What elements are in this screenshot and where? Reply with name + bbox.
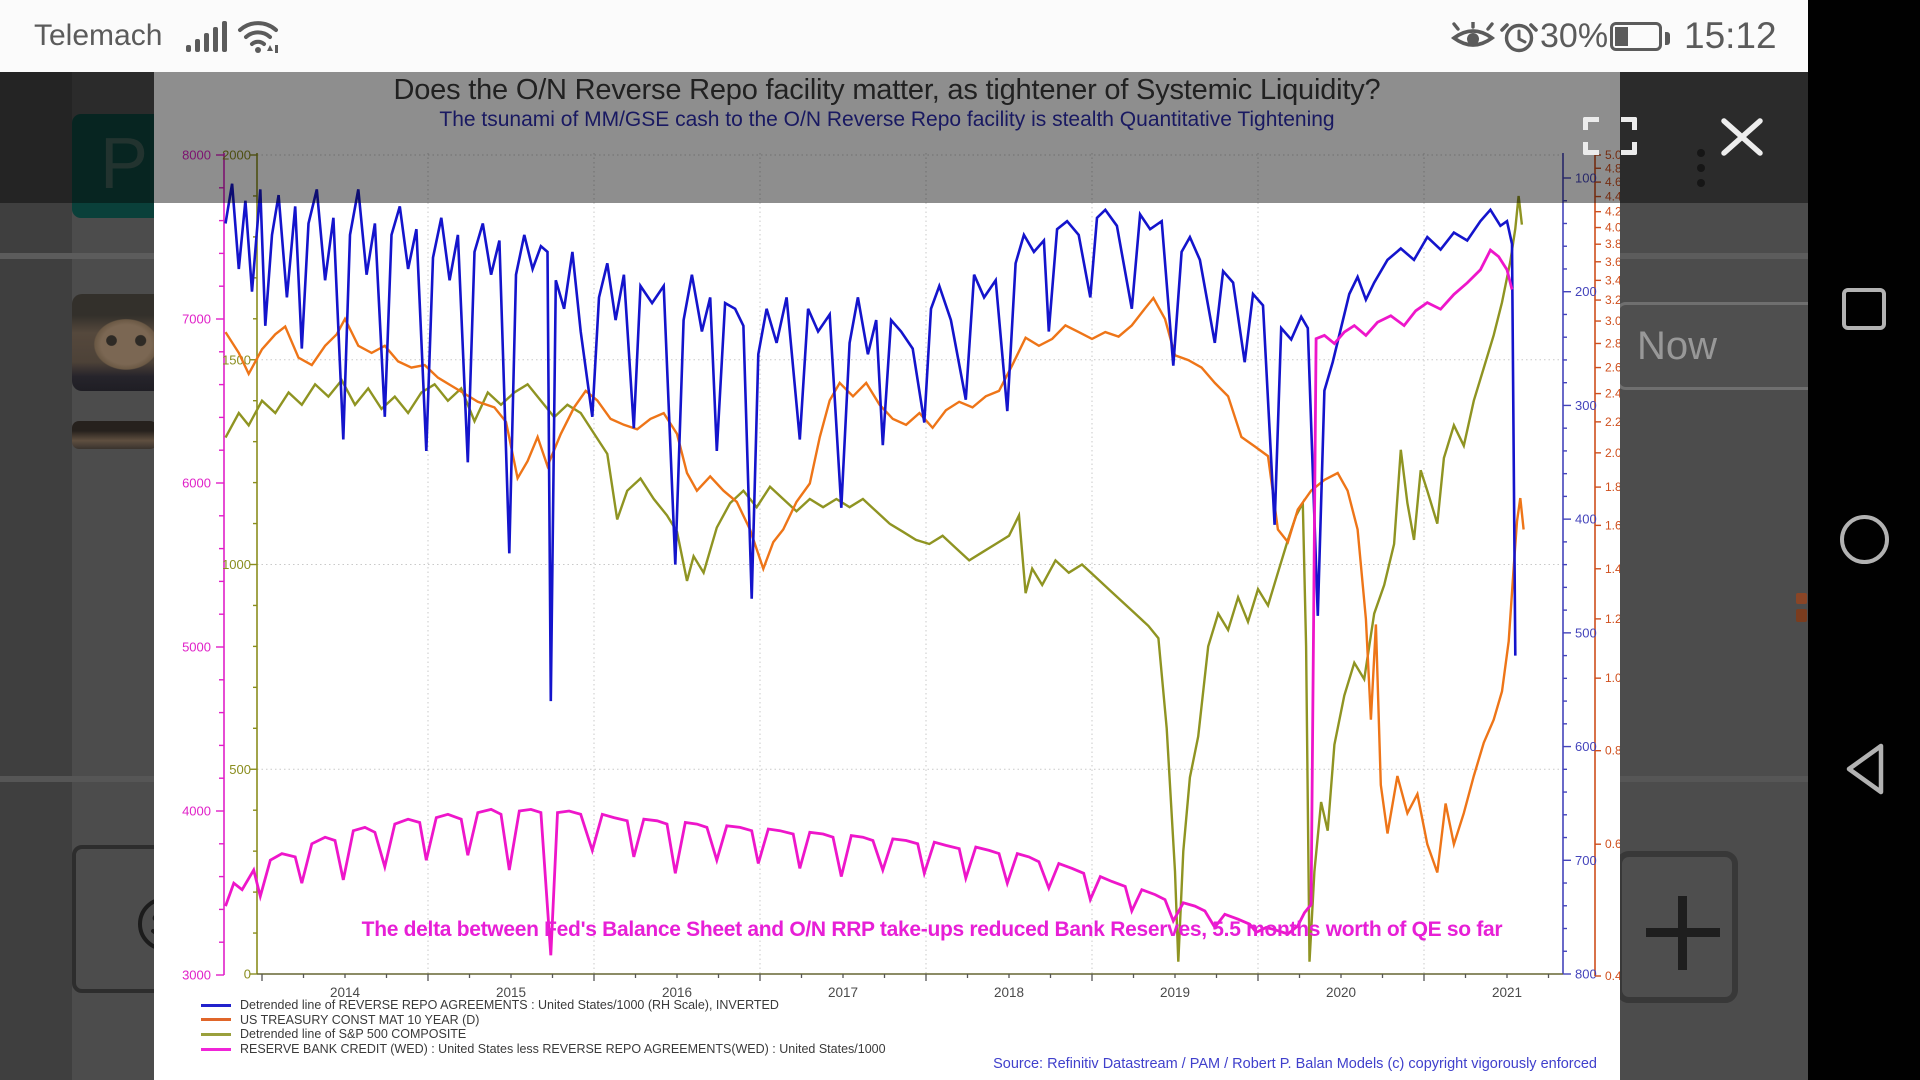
legend-row: RESERVE BANK CREDIT (WED) : United State…	[201, 1042, 886, 1057]
series-sp500-detrended	[224, 195, 1524, 962]
clock-label: 15:12	[1684, 15, 1777, 56]
chart-source: Source: Refinitiv Datastream / PAM / Rob…	[993, 1056, 1597, 1072]
svg-text:600: 600	[1575, 739, 1597, 754]
legend-row: Detrended line of REVERSE REPO AGREEMENT…	[201, 998, 886, 1013]
svg-text:3000: 3000	[182, 968, 211, 983]
legend-row: US TREASURY CONST MAT 10 YEAR (D)	[201, 1013, 886, 1028]
svg-text:2.8: 2.8	[1605, 336, 1620, 350]
app-edge-mark	[1796, 609, 1807, 622]
eye-comfort-icon	[1450, 22, 1496, 47]
svg-text:1.2: 1.2	[1605, 612, 1620, 626]
svg-text:800: 800	[1575, 967, 1597, 982]
svg-text:1000: 1000	[222, 557, 251, 572]
svg-text:5000: 5000	[182, 640, 211, 655]
alarm-icon	[1500, 23, 1538, 53]
svg-text:4.2: 4.2	[1605, 205, 1620, 219]
chart-title: Does the O/N Reverse Repo facility matte…	[393, 74, 1381, 106]
legend-label: Detrended line of REVERSE REPO AGREEMENT…	[240, 998, 779, 1013]
svg-text:0.8: 0.8	[1605, 744, 1620, 758]
svg-text:3.8: 3.8	[1605, 237, 1620, 251]
svg-text:500: 500	[229, 762, 251, 777]
legend-label: Detrended line of S&P 500 COMPOSITE	[240, 1027, 467, 1042]
android-nav-bar	[1808, 0, 1920, 1080]
svg-text:2018: 2018	[994, 985, 1024, 1000]
add-button[interactable]	[1616, 851, 1738, 1003]
recents-square-icon[interactable]	[1842, 288, 1886, 330]
series-reverse-repo-inverted	[224, 183, 1517, 702]
svg-text:3.2: 3.2	[1605, 293, 1620, 307]
legend-label: RESERVE BANK CREDIT (WED) : United State…	[240, 1042, 886, 1057]
app-edge-mark	[1796, 593, 1807, 604]
chart-subtitle: The tsunami of MM/GSE cash to the O/N Re…	[439, 108, 1335, 131]
svg-text:1.6: 1.6	[1605, 518, 1620, 532]
legend-row: Detrended line of S&P 500 COMPOSITE	[201, 1027, 886, 1042]
svg-text:2.2: 2.2	[1605, 415, 1620, 429]
avatar[interactable]	[72, 421, 157, 449]
legend-swatch	[201, 1047, 231, 1051]
svg-text:1.8: 1.8	[1605, 480, 1620, 494]
series-ust-10y	[224, 295, 1525, 873]
svg-text:700: 700	[1575, 853, 1597, 868]
svg-text:400: 400	[1575, 512, 1597, 527]
svg-text:1500: 1500	[222, 352, 251, 367]
battery-percent-label: 30%	[1540, 17, 1609, 55]
svg-text:7000: 7000	[182, 312, 211, 327]
battery-icon	[1610, 22, 1670, 51]
svg-text:4.0: 4.0	[1605, 221, 1620, 235]
now-label: Now	[1637, 324, 1718, 368]
status-bar: Telemach 30% 15:	[0, 0, 1808, 72]
chart-annotation: The delta between Fed's Balance Sheet an…	[361, 918, 1503, 941]
carrier-label: Telemach	[34, 19, 163, 52]
wifi-icon	[238, 21, 278, 53]
svg-text:0: 0	[244, 967, 251, 982]
home-circle-icon[interactable]	[1840, 515, 1889, 564]
svg-text:4000: 4000	[182, 804, 211, 819]
svg-text:2.6: 2.6	[1605, 361, 1620, 375]
app-logo-letter: P	[99, 124, 149, 204]
svg-text:2020: 2020	[1326, 985, 1356, 1000]
svg-text:2021: 2021	[1492, 985, 1522, 1000]
svg-text:2.0: 2.0	[1605, 446, 1620, 460]
close-icon[interactable]	[1720, 117, 1764, 157]
svg-text:3.6: 3.6	[1605, 255, 1620, 269]
svg-text:0.6: 0.6	[1605, 837, 1620, 851]
legend-swatch	[201, 1018, 231, 1022]
legend-label: US TREASURY CONST MAT 10 YEAR (D)	[240, 1012, 480, 1027]
fullscreen-icon[interactable]	[1583, 117, 1637, 155]
app-left-rail	[0, 72, 72, 1080]
legend-swatch	[201, 1032, 231, 1036]
svg-text:3.4: 3.4	[1605, 273, 1620, 287]
svg-text:300: 300	[1575, 398, 1597, 413]
svg-text:200: 200	[1575, 284, 1597, 299]
signal-bars-icon	[186, 21, 227, 52]
svg-text:2019: 2019	[1160, 985, 1190, 1000]
svg-text:0.4: 0.4	[1605, 969, 1620, 983]
image-viewer-toolbar	[0, 72, 1808, 203]
svg-text:3.0: 3.0	[1605, 314, 1620, 328]
series-reserve-bank-credit-less-rrp	[224, 247, 1514, 956]
svg-text:2.4: 2.4	[1605, 387, 1620, 401]
back-triangle-icon[interactable]	[1841, 741, 1887, 797]
svg-text:500: 500	[1575, 625, 1597, 640]
chart-image[interactable]: Does the O/N Reverse Repo facility matte…	[154, 72, 1620, 1080]
svg-text:1.4: 1.4	[1605, 562, 1620, 576]
now-timestamp-chip[interactable]: Now	[1616, 302, 1832, 390]
chart-legend: Detrended line of REVERSE REPO AGREEMENT…	[201, 998, 886, 1056]
svg-text:6000: 6000	[182, 476, 211, 491]
legend-swatch	[201, 1003, 231, 1007]
svg-text:1.0: 1.0	[1605, 671, 1620, 685]
